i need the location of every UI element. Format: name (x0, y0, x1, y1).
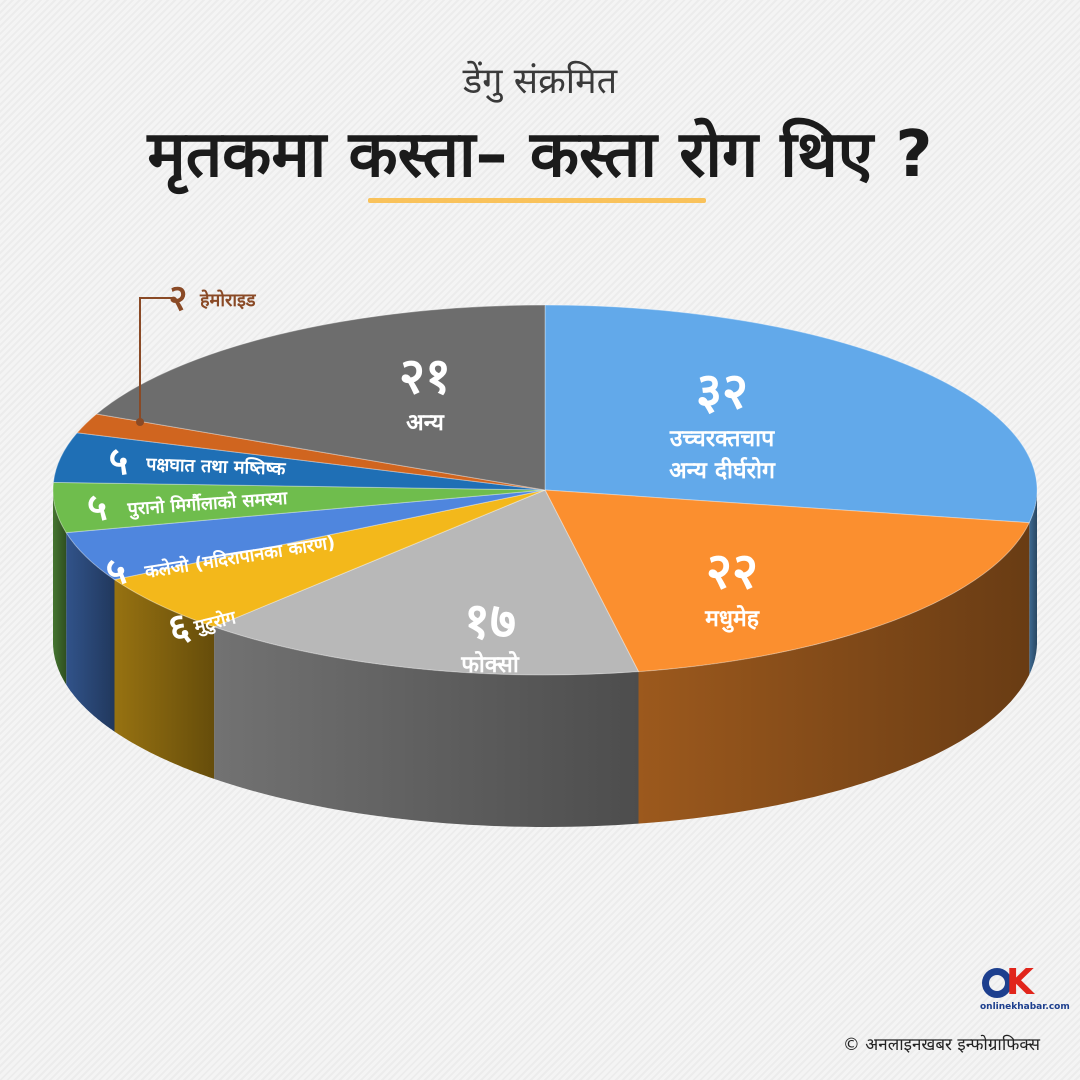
pie-side-3 (114, 579, 215, 779)
callout-dot (136, 418, 144, 426)
title-underline (368, 198, 706, 203)
pie-slice-8 (95, 304, 546, 491)
slice-value-5: ५ (86, 484, 109, 529)
slice-value-6: ५ (108, 439, 129, 484)
pie-side-0 (1029, 490, 1037, 675)
slice-value-0: ३२ (696, 362, 748, 420)
pie-slice-4 (65, 489, 546, 581)
callout-hemoroid (136, 297, 172, 426)
credit-text: © अनलाइनखबर इन्फोग्राफिक्स (842, 1035, 1040, 1055)
logo-text: onlinekhabar.com (980, 1002, 1070, 1012)
onlinekhabar-logo: K onlinekhabar.com (980, 962, 1070, 1018)
slice-label-2: फोक्सो (460, 650, 520, 678)
chart-title: मृतकमा कस्ता– कस्ता रोग थिए ? (147, 118, 933, 192)
pie-slice-2 (212, 489, 640, 676)
logo-ring-icon (982, 968, 1012, 998)
chart-subtitle: डेंगु संक्रमित (462, 61, 618, 102)
slice-value-7: २ (169, 278, 188, 319)
pie-side-2 (214, 626, 639, 827)
slice-label-6: पक्षघात तथा मष्तिष्क (145, 453, 287, 480)
pie-slice-3 (113, 489, 546, 628)
slice-label-7: हेमोराइड (199, 289, 257, 311)
pie-side-4 (66, 532, 115, 732)
pie-side-1 (638, 522, 1030, 824)
pie-slice-6 (52, 432, 546, 491)
pie-top (52, 304, 1038, 676)
slice-label-0: उच्चरक्तचाप (669, 426, 775, 452)
slice-label-8: अन्य (406, 410, 445, 436)
slice-label-1: मधुमेह (704, 604, 760, 633)
callout-line (139, 297, 172, 420)
slice-label-0-b: अन्य दीर्घरोग (669, 456, 776, 484)
pie-slice-5 (52, 481, 546, 534)
pie-side-5 (53, 490, 67, 685)
pie-slice-0 (544, 304, 1038, 524)
slice-value-8: २१ (399, 347, 451, 405)
pie-slice-7 (76, 413, 546, 491)
slice-value-1: २२ (706, 542, 758, 600)
slice-value-2: १७ (464, 592, 516, 650)
pie-slice-1 (544, 489, 1031, 673)
logo-k-icon: K (1006, 962, 1034, 1003)
pie-sides (53, 490, 1037, 827)
